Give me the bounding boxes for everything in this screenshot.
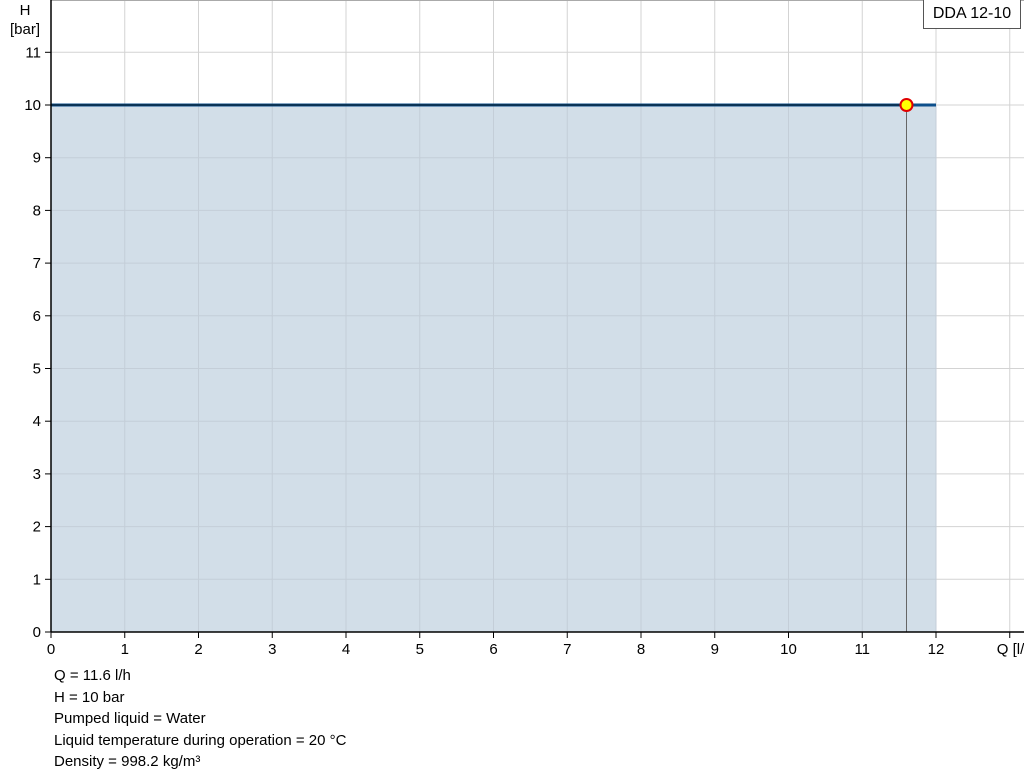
- y-tick-label: 2: [33, 519, 41, 536]
- legend-label: DDA 12-10: [932, 5, 1012, 22]
- x-tick-label: 4: [342, 641, 350, 658]
- legend-box: DDA 12-10: [923, 0, 1021, 29]
- operating-point: [899, 98, 914, 112]
- y-tick-label: 8: [33, 202, 41, 219]
- y-tick-label: 1: [33, 571, 41, 588]
- y-tick-label: 0: [33, 624, 41, 641]
- y-tick-label: 11: [25, 44, 41, 61]
- y-tick-label: 6: [33, 308, 41, 325]
- info-flow: Q = 11.6 l/h: [54, 667, 131, 684]
- y-axis-unit: [bar]: [10, 21, 40, 38]
- x-tick-label: 5: [416, 641, 424, 658]
- x-tick-label: 11: [854, 641, 870, 658]
- x-tick-label: 8: [637, 641, 645, 658]
- y-tick-label: 4: [33, 413, 41, 430]
- y-tick-label: 3: [33, 466, 41, 483]
- info-density: Density = 998.2 kg/m³: [54, 753, 201, 770]
- y-tick-label: 7: [33, 255, 41, 272]
- x-tick-label: 2: [194, 641, 202, 658]
- y-tick-label: 9: [33, 150, 41, 167]
- x-tick-label: 0: [47, 641, 55, 658]
- y-tick-label: 5: [33, 361, 41, 378]
- x-tick-label: 7: [563, 641, 571, 658]
- operating-info: Q = 11.6 l/h H = 10 bar Pumped liquid = …: [54, 665, 346, 773]
- info-temperature: Liquid temperature during operation = 20…: [54, 731, 347, 749]
- x-axis-label: Q [l/h]: [997, 641, 1024, 658]
- x-tick-label: 9: [711, 641, 719, 658]
- info-liquid: Pumped liquid = Water: [54, 710, 206, 727]
- x-tick-label: 10: [780, 641, 797, 658]
- x-tick-label: 6: [489, 641, 497, 658]
- x-tick-label: 12: [928, 641, 945, 658]
- x-tick-label: 3: [268, 641, 276, 658]
- info-head: H = 10 bar: [54, 688, 125, 706]
- x-tick-label: 1: [121, 641, 129, 658]
- y-tick-label: 10: [24, 97, 41, 114]
- y-axis-label: H: [20, 2, 31, 19]
